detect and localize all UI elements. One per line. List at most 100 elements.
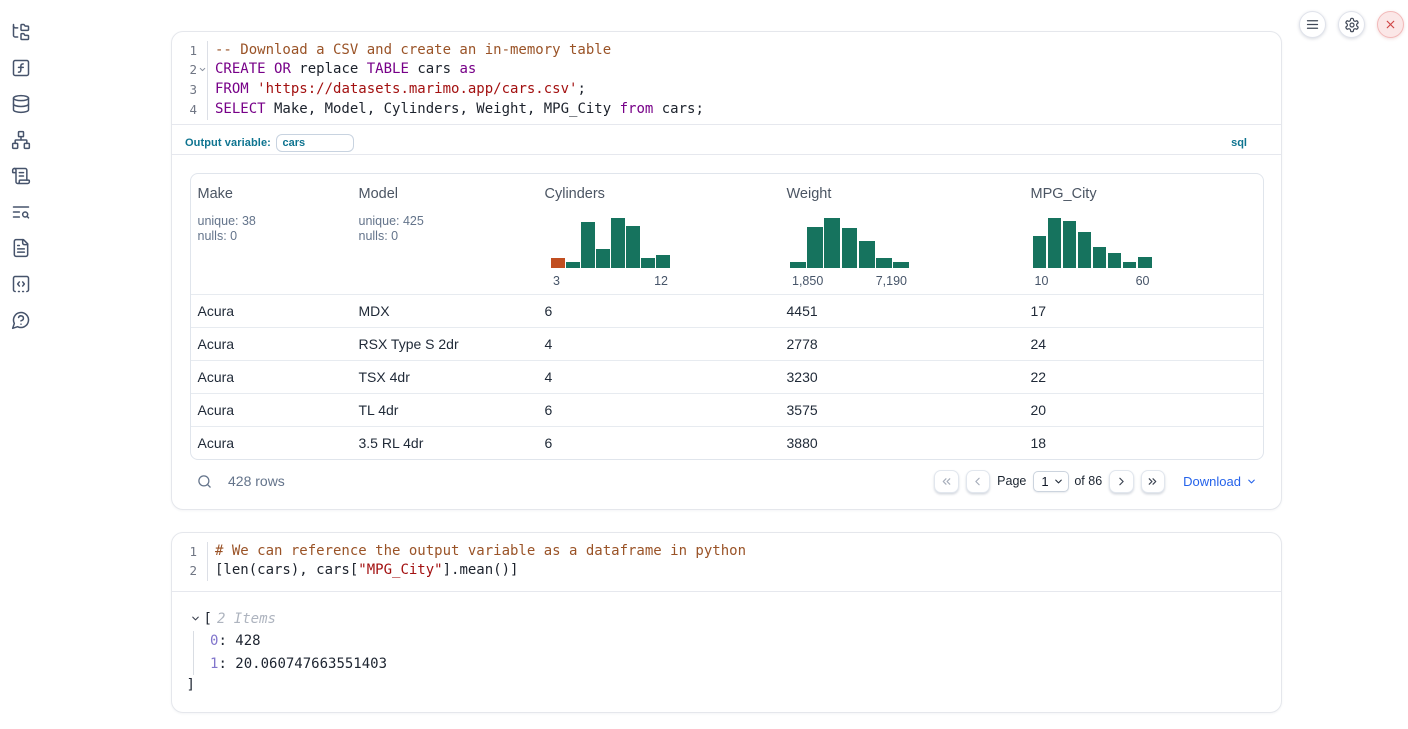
tree-entry-value: : 20.060747663551403	[218, 655, 388, 672]
axis-max-label: 7,190	[875, 274, 907, 289]
column-name: Cylinders	[544, 185, 605, 202]
sql-code-editor[interactable]: 1 -- Download a CSV and create an in-memo…	[172, 32, 1281, 124]
column-stats: unique: 425 nulls: 0	[358, 213, 424, 244]
table-cell: Acura	[197, 335, 235, 352]
network-icon	[11, 130, 31, 150]
column-histogram[interactable]: 1,850 7,190	[790, 218, 909, 289]
sidebar-item-code-snippet[interactable]	[11, 274, 31, 294]
histogram-bar	[641, 257, 655, 268]
sidebar-item-file-text[interactable]	[11, 238, 31, 258]
sidebar-item-square-function[interactable]	[11, 58, 31, 78]
python-code-editor[interactable]: 1 # We can reference the output variable …	[172, 533, 1281, 591]
table-cell: 17	[1030, 302, 1047, 319]
sidebar-item-folder-tree[interactable]	[11, 22, 31, 42]
histogram-bar	[790, 262, 806, 268]
last-page-button[interactable]	[1140, 469, 1166, 493]
column-name: MPG_City	[1030, 185, 1097, 202]
table-cell: 3880	[786, 435, 818, 452]
column-header-Cylinders[interactable]: Cylinders 3 12	[538, 174, 780, 294]
sidebar-item-database[interactable]	[11, 94, 31, 114]
code-line-1: 1 -- Download a CSV and create an in-memo…	[172, 40, 1281, 61]
page-select[interactable]: 1	[1033, 470, 1070, 492]
code-line-2: 2 [len(cars), cars["MPG_City"].mean()]	[172, 561, 1281, 582]
settings-button[interactable]	[1338, 11, 1365, 38]
database-icon	[11, 94, 31, 114]
tree-entry-key: 0	[210, 633, 219, 650]
line-number: 2	[189, 62, 197, 78]
histogram-bar	[876, 258, 892, 268]
menu-button[interactable]	[1299, 11, 1326, 38]
tree-entry-0: 0: 428	[210, 630, 1281, 653]
code-line-3: 3 FROM 'https://datasets.marimo.app/cars.…	[172, 80, 1281, 100]
table-row[interactable]: Acura 3.5 RL 4dr 6 3880 18	[191, 426, 1263, 459]
line-number: 2	[189, 563, 197, 579]
table-cell: 4451	[786, 302, 818, 319]
column-histogram[interactable]: 10 60	[1032, 218, 1152, 288]
output-variable-value: cars	[282, 136, 306, 149]
column-header-Model[interactable]: Model unique: 425 nulls: 0	[352, 174, 538, 294]
python-cell: 1 # We can reference the output variable …	[171, 532, 1282, 713]
table-row[interactable]: Acura TL 4dr 6 3575 20	[191, 392, 1263, 426]
download-label: Download	[1183, 473, 1241, 489]
sidebar-item-text-search[interactable]	[11, 202, 31, 222]
histogram-bar	[893, 261, 909, 268]
code-line-2: 2 CREATE OR replace TABLE cars as	[172, 60, 1281, 81]
histogram-bar	[656, 254, 670, 268]
histogram-bar	[1107, 253, 1122, 268]
column-header-Weight[interactable]: Weight 1,850 7,190	[780, 174, 1024, 294]
code-text: # We can reference the output variable a…	[207, 541, 746, 562]
chevron-down-icon[interactable]	[187, 613, 204, 624]
sidebar-item-network[interactable]	[11, 130, 31, 150]
python-output-tree: [2 Items 0: 428 1: 20.060747663551403]	[172, 592, 1281, 696]
help-circle-icon	[11, 310, 31, 330]
language-badge[interactable]: sql	[1231, 136, 1247, 149]
sidebar-item-scroll-text[interactable]	[11, 166, 31, 186]
row-count: 428 rows	[228, 473, 285, 490]
table-cell: RSX Type S 2dr	[358, 335, 459, 352]
fold-gutter	[197, 542, 207, 562]
first-page-button[interactable]	[934, 469, 959, 493]
notebook: 1 -- Download a CSV and create an in-memo…	[171, 31, 1282, 713]
histogram-bar	[581, 221, 595, 268]
table-cell: Acura	[197, 435, 235, 452]
table-cell: Acura	[197, 402, 235, 419]
column-name: Model	[358, 185, 399, 202]
download-button[interactable]: Download	[1183, 474, 1257, 489]
output-variable-input[interactable]: cars	[276, 133, 355, 152]
histogram-bars	[790, 218, 909, 268]
tree-root-row[interactable]: [2 Items	[187, 608, 1282, 631]
search-icon[interactable]	[197, 474, 212, 489]
scroll-text-icon	[11, 166, 31, 186]
next-page-button[interactable]	[1109, 469, 1134, 493]
table-row[interactable]: Acura TSX 4dr 4 3230 22	[191, 359, 1263, 393]
axis-min-label: 3	[553, 274, 560, 289]
histogram-bar	[807, 227, 823, 268]
prev-page-button[interactable]	[965, 469, 991, 493]
table-cell: MDX	[358, 302, 390, 319]
histogram-axis-labels: 3 12	[551, 274, 670, 288]
column-header-MPG_City[interactable]: MPG_City 10 60	[1024, 174, 1263, 294]
histogram-bar	[551, 257, 565, 268]
chevrons-left-icon	[940, 475, 953, 488]
code-snippet-icon	[11, 274, 31, 294]
table-cell: 4	[544, 335, 553, 352]
histogram-bar	[626, 226, 640, 268]
page-total-label: of 86	[1074, 474, 1103, 489]
histogram-bar	[1092, 246, 1107, 268]
chevron-down-icon	[1246, 476, 1257, 487]
line-number: 1	[189, 543, 197, 559]
fold-chevron-icon[interactable]	[197, 60, 207, 80]
axis-max-label: 12	[654, 274, 668, 289]
histogram-bar	[1047, 218, 1062, 268]
file-text-icon	[11, 238, 31, 258]
table-row[interactable]: Acura MDX 6 4451 17	[191, 293, 1263, 327]
code-text: CREATE OR replace TABLE cars as	[207, 60, 476, 81]
column-header-Make[interactable]: Make unique: 38 nulls: 0	[191, 174, 352, 294]
sidebar-item-help-circle[interactable]	[11, 310, 31, 330]
table-body: Acura MDX 6 4451 17 Acura RSX Type S 2dr 4 2778 2…	[191, 293, 1263, 459]
column-histogram[interactable]: 3 12	[551, 218, 670, 288]
shutdown-button[interactable]	[1377, 11, 1404, 38]
table-header-row: Make unique: 38 nulls: 0 Model unique: 425 nu…	[191, 174, 1263, 294]
column-stats: unique: 38 nulls: 0	[197, 213, 256, 244]
table-row[interactable]: Acura RSX Type S 2dr 4 2778 24	[191, 326, 1263, 360]
